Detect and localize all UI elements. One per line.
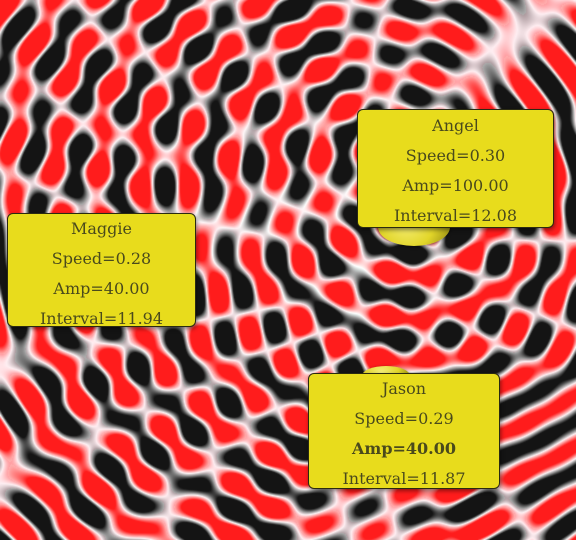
emitter-maggie-amp: Amp=40.00	[53, 279, 150, 298]
emitter-jason-name: Jason	[381, 379, 427, 398]
emitter-maggie-name: Maggie	[71, 219, 132, 238]
emitter-jason-interval: Interval=11.87	[342, 469, 466, 488]
emitter-angel-interval: Interval=12.08	[393, 206, 518, 225]
emitter-maggie-panel[interactable]: Maggie Speed=0.28 Amp=40.00 Interval=11.…	[7, 213, 196, 328]
emitter-maggie-interval: Interval=11.94	[39, 309, 164, 328]
emitter-jason-speed: Speed=0.29	[354, 409, 454, 428]
emitter-angel-name: Angel	[432, 116, 479, 135]
emitter-angel-amp: Amp=100.00	[402, 176, 509, 195]
emitter-angel-speed: Speed=0.30	[405, 146, 506, 165]
emitter-jason-panel[interactable]: Jason Speed=0.29 Amp=40.00 Interval=11.8…	[308, 373, 500, 489]
emitter-angel-panel[interactable]: Angel Speed=0.30 Amp=100.00 Interval=12.…	[357, 109, 554, 228]
emitter-jason-amp: Amp=40.00	[351, 439, 457, 458]
emitter-maggie-speed: Speed=0.28	[51, 249, 152, 268]
